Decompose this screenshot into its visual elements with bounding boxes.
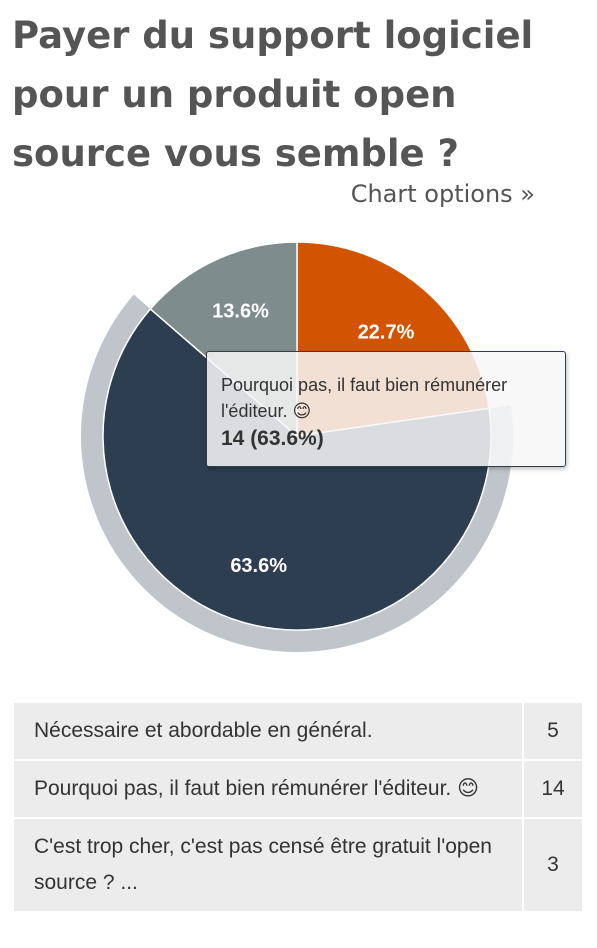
table-row: Nécessaire et abordable en général. 5: [12, 701, 584, 761]
chart-options-link[interactable]: Chart options »: [350, 180, 535, 208]
table-row: Pourquoi pas, il faut bien rémunérer l'é…: [12, 759, 584, 819]
table-row: C'est trop cher, c'est pas censé être gr…: [12, 817, 584, 913]
count-cell: 14: [522, 759, 584, 819]
answer-cell: Nécessaire et abordable en général.: [12, 701, 524, 761]
tooltip-value: 14 (63.6%): [221, 427, 324, 450]
answer-cell: Pourquoi pas, il faut bien rémunérer l'é…: [12, 759, 524, 819]
results-table: Nécessaire et abordable en général. 5 Po…: [12, 701, 584, 913]
slice-percent-label: 22.7%: [358, 321, 415, 343]
poll-title: Payer du support logiciel pour un produi…: [12, 14, 534, 175]
tooltip-answer: Pourquoi pas, il faut bien rémunérer l'é…: [221, 375, 508, 421]
slice-percent-label: 13.6%: [212, 301, 269, 323]
slice-percent-label: 63.6%: [230, 555, 287, 577]
pie-slice-pourquoi-pas-il-faut-bie[interactable]: [102, 308, 492, 631]
answer-cell: C'est trop cher, c'est pas censé être gr…: [12, 817, 524, 913]
count-cell: 3: [522, 817, 584, 913]
chart-tooltip: Pourquoi pas, il faut bien rémunérer l'é…: [206, 351, 566, 467]
count-cell: 5: [522, 701, 584, 761]
